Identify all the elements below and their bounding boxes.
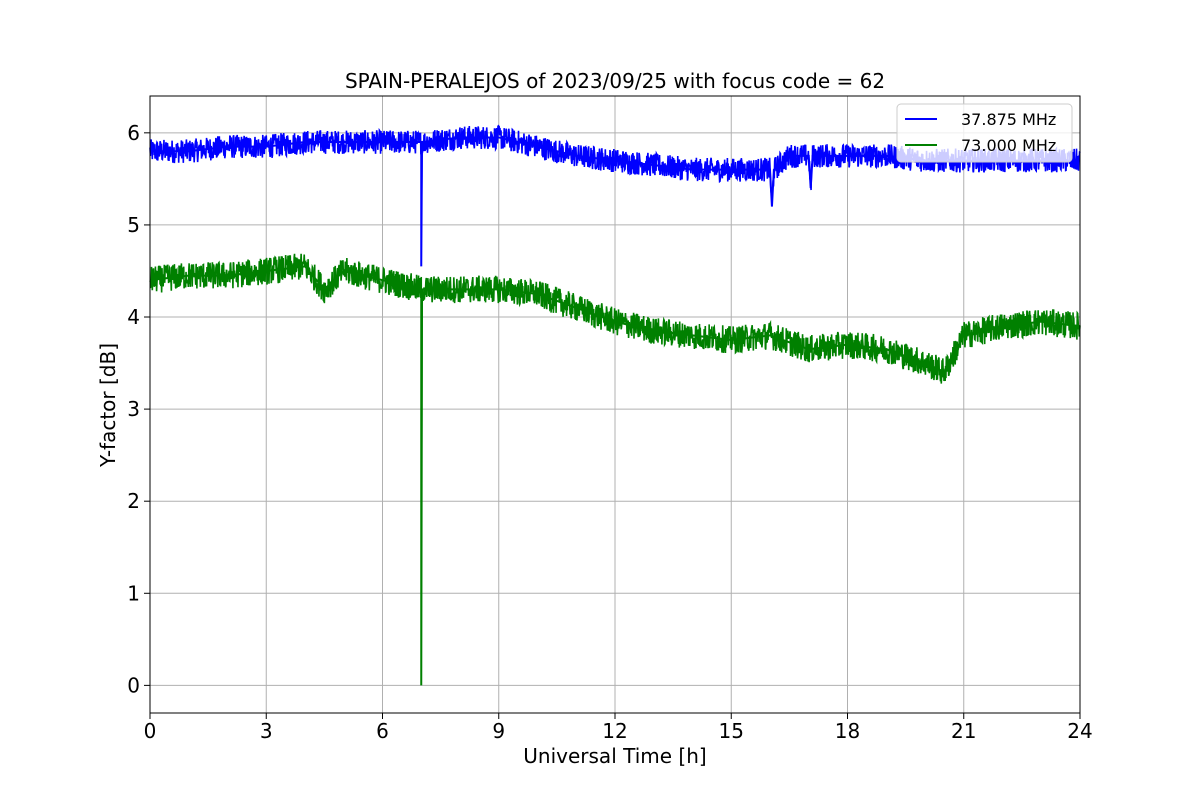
- x-tick-label: 0: [144, 719, 157, 743]
- y-tick-label: 0: [127, 673, 140, 697]
- x-tick-label: 21: [951, 719, 976, 743]
- y-tick-label: 4: [127, 305, 140, 329]
- x-tick-label: 24: [1067, 719, 1092, 743]
- x-axis-label: Universal Time [h]: [523, 744, 706, 768]
- y-axis-label: Y-factor [dB]: [96, 343, 120, 468]
- y-tick-label: 2: [127, 489, 140, 513]
- y-tick-label: 3: [127, 397, 140, 421]
- x-tick-label: 6: [376, 719, 389, 743]
- x-tick-label: 3: [260, 719, 273, 743]
- x-tick-label: 9: [492, 719, 505, 743]
- x-tick-label: 12: [602, 719, 627, 743]
- legend: 37.875 MHz 73.000 MHz: [896, 103, 1073, 163]
- legend-box: [896, 103, 1073, 163]
- legend-label: 73.000 MHz: [961, 136, 1056, 155]
- x-tick-label: 15: [719, 719, 744, 743]
- y-tick-label: 6: [127, 121, 140, 145]
- series-line-1: [149, 265, 1081, 686]
- legend-label: 37.875 MHz: [961, 110, 1056, 129]
- y-tick-label: 1: [127, 581, 140, 605]
- y-tick-label: 5: [127, 213, 140, 237]
- chart-title: SPAIN-PERALEJOS of 2023/09/25 with focus…: [345, 69, 885, 93]
- x-tick-label: 18: [835, 719, 860, 743]
- series-line-0: [150, 136, 1080, 267]
